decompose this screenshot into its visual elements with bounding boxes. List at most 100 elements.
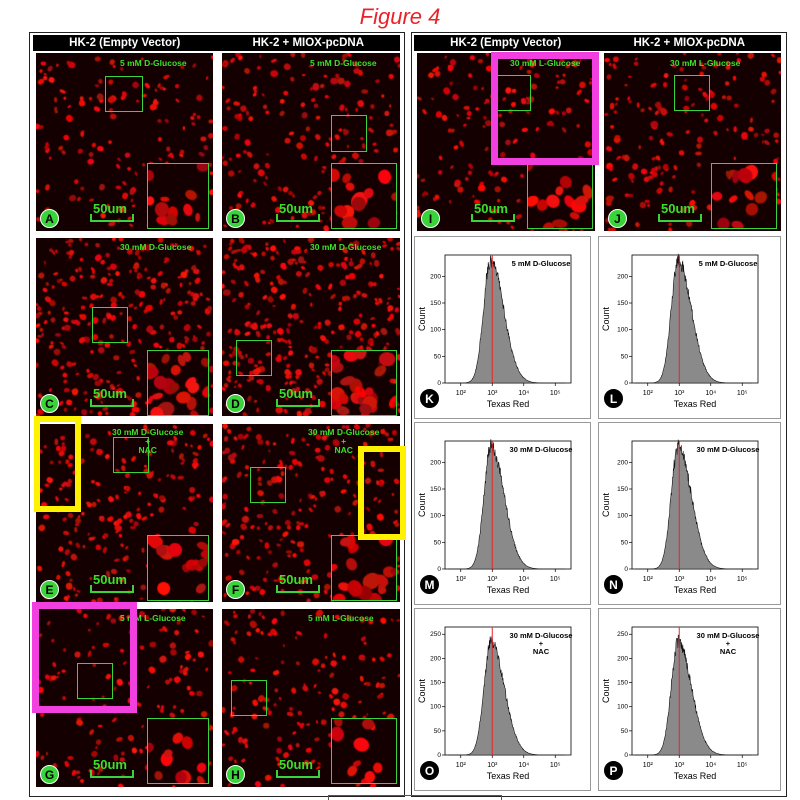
zoom-region-box (92, 307, 128, 343)
condition-box (702, 443, 756, 455)
highlight-box-yellow-f (358, 446, 406, 540)
scale-bar-label: 50um (279, 572, 313, 587)
scale-bar-label: 50um (93, 757, 127, 772)
histogram-panel-o: 10² 10³ 10⁴ 10⁵ 250 200 150 100 50 0 Texas Red Coun… (414, 608, 591, 791)
zoom-region-box (77, 663, 113, 699)
scale-bar (90, 585, 134, 593)
x-tick-label: 10³ (487, 576, 498, 583)
y-axis-label: Count (417, 679, 427, 704)
condition-box (515, 257, 569, 269)
scale-bar (276, 399, 320, 407)
highlight-box-yellow-e (34, 416, 81, 512)
x-tick-label: 10² (643, 762, 654, 769)
histogram-panel-n: 10² 10³ 10⁴ 10⁵ 200 150 100 50 0 Texas Red Count 30… (598, 422, 781, 605)
x-tick-label: 10³ (487, 762, 498, 769)
y-tick-label: 0 (624, 380, 628, 387)
micrograph-panel-j (604, 53, 781, 231)
zoom-region-box (231, 680, 267, 716)
x-tick-label: 10⁴ (518, 576, 529, 583)
scale-bar (276, 585, 320, 593)
footer-bracket (328, 795, 502, 800)
y-tick-label: 50 (434, 353, 442, 360)
y-tick-label: 150 (617, 680, 628, 687)
x-tick-label: 10² (643, 390, 654, 397)
right-column-header: HK-2 (Empty Vector) HK-2 + MIOX-pcDNA (414, 35, 781, 51)
x-tick-label: 10³ (487, 390, 498, 397)
histogram-svg: 10² 10³ 10⁴ 10⁵ 200 150 100 50 0 Texas Red Count 5 … (417, 254, 572, 409)
zoom-region-box (105, 76, 143, 112)
y-axis-label: Count (601, 679, 611, 704)
panel-letter: N (604, 575, 623, 594)
condition-label: 5 mM D-Glucose (310, 58, 377, 68)
y-tick-label: 200 (617, 459, 628, 466)
condition-label-line: + (539, 639, 544, 648)
x-tick-label: 10⁵ (737, 576, 748, 583)
left-column-header: HK-2 (Empty Vector) HK-2 + MIOX-pcDNA (33, 35, 400, 51)
scale-bar (90, 770, 134, 778)
x-axis-label: Texas Red (487, 399, 530, 409)
y-tick-label: 250 (617, 631, 628, 638)
zoom-inset (147, 535, 209, 601)
scale-bar (276, 770, 320, 778)
x-tick-label: 10⁴ (518, 390, 529, 397)
histogram-panel-p: 10² 10³ 10⁴ 10⁵ 250 200 150 100 50 0 Texas Red Coun… (598, 608, 781, 791)
zoom-inset (527, 163, 593, 229)
scale-bar-label: 50um (93, 572, 127, 587)
zoom-inset-image (528, 164, 592, 228)
x-tick-label: 10³ (674, 390, 685, 397)
panel-letter: G (40, 765, 59, 784)
panel-letter: P (604, 761, 623, 780)
y-tick-label: 50 (621, 353, 629, 360)
micrograph-panel-c (36, 238, 213, 416)
x-tick-label: 10³ (674, 762, 685, 769)
zoom-region-box (674, 75, 710, 111)
y-axis-label: Count (417, 307, 427, 332)
histogram-svg: 10² 10³ 10⁴ 10⁵ 250 200 150 100 50 0 Texas Red Coun… (417, 626, 572, 781)
y-tick-label: 50 (434, 728, 442, 735)
zoom-inset-image (332, 164, 396, 228)
x-tick-label: 10⁴ (705, 390, 716, 397)
histogram-area (635, 253, 752, 384)
scale-bar-label: 50um (474, 201, 508, 216)
condition-label-line: NAC (720, 647, 737, 656)
condition-label-line: + (726, 639, 731, 648)
y-tick-label: 0 (437, 752, 441, 759)
zoom-inset-image (148, 719, 208, 783)
scale-bar-label: 50um (279, 201, 313, 216)
panel-letter: C (40, 394, 59, 413)
highlight-box-magenta-g (32, 602, 137, 713)
panel-letter: K (420, 389, 439, 408)
y-tick-label: 100 (430, 327, 441, 334)
zoom-inset (331, 535, 397, 601)
y-tick-label: 0 (437, 566, 441, 573)
scale-bar (90, 214, 134, 222)
zoom-region-box (250, 467, 286, 503)
x-tick-label: 10⁵ (550, 762, 561, 769)
panel-letter: H (226, 765, 245, 784)
x-tick-label: 10⁴ (518, 762, 529, 769)
scale-bar-label: 50um (279, 757, 313, 772)
condition-label-line: 30 mM D-Glucose (697, 445, 760, 454)
y-tick-label: 50 (621, 539, 629, 546)
panel-letter: J (608, 209, 627, 228)
y-tick-label: 150 (617, 300, 628, 307)
panel-letter: O (420, 761, 439, 780)
y-tick-label: 200 (617, 273, 628, 280)
x-tick-label: 10² (456, 390, 467, 397)
x-tick-label: 10⁴ (705, 576, 716, 583)
y-tick-label: 200 (430, 273, 441, 280)
histogram-area (635, 634, 752, 756)
scale-bar (471, 214, 515, 222)
zoom-region-box (236, 340, 272, 376)
panel-letter: D (226, 394, 245, 413)
y-tick-label: 100 (430, 513, 441, 520)
x-tick-label: 10³ (674, 576, 685, 583)
zoom-inset-image (148, 164, 208, 228)
condition-box (702, 629, 756, 659)
histogram-area (448, 255, 565, 384)
scale-bar (658, 214, 702, 222)
y-tick-label: 150 (617, 486, 628, 493)
condition-label-line: 5 mM D-Glucose (512, 259, 571, 268)
zoom-inset-image (712, 164, 776, 228)
x-axis-label: Texas Red (487, 585, 530, 595)
